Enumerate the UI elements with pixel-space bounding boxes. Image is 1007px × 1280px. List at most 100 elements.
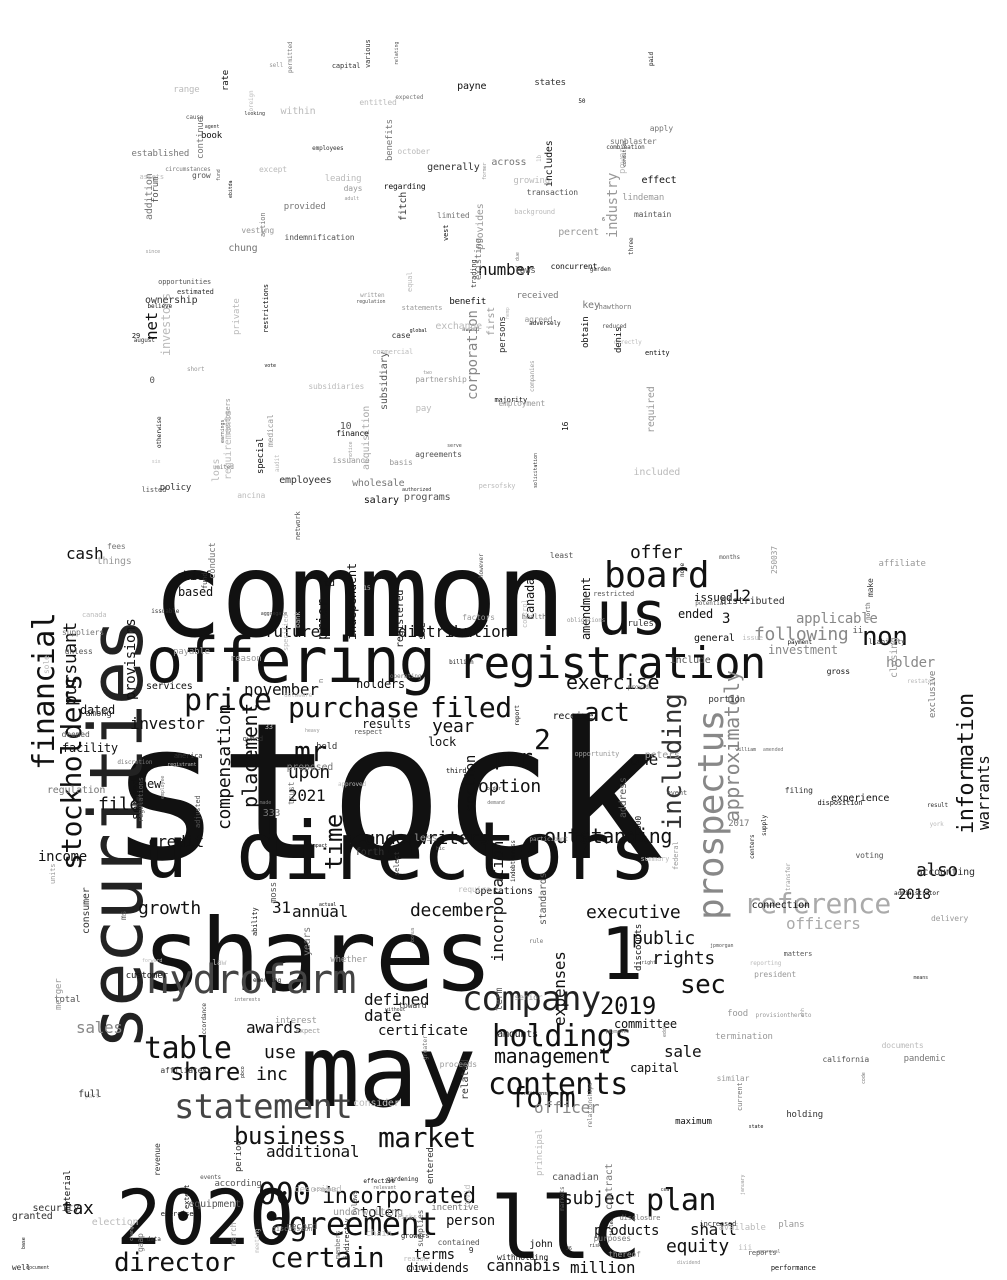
word: days (343, 184, 363, 194)
word: deemed (61, 729, 90, 739)
word: consumer (81, 887, 93, 934)
word: forth (354, 846, 385, 858)
word: exchange (435, 320, 482, 332)
word: dividend (676, 1259, 701, 1266)
word: offering (146, 624, 436, 697)
word: 29 (131, 331, 141, 340)
word: reports (747, 1249, 777, 1258)
word: incorporated (322, 1184, 476, 1209)
word: first (486, 307, 498, 337)
word: persofsky (478, 481, 516, 490)
word: gardening (386, 1175, 419, 1183)
word: relevant (373, 1184, 397, 1191)
word: opportunity (574, 750, 620, 759)
word: plan (646, 1183, 716, 1218)
word: directly (613, 339, 642, 347)
word: risks (396, 1212, 418, 1221)
word: rights (652, 948, 715, 969)
word: employees (312, 145, 344, 153)
word: tax (62, 1198, 94, 1219)
word: amendment (579, 577, 593, 640)
word: dated (80, 703, 115, 717)
word: agreed (524, 315, 553, 325)
word: adversely (529, 320, 561, 328)
word: events (200, 1174, 222, 1182)
word: included (633, 466, 681, 478)
word: loss (211, 458, 223, 482)
word: specified (281, 614, 290, 651)
word: private (232, 298, 243, 336)
word: salary (363, 494, 399, 506)
word: provided (283, 202, 326, 213)
word: opportunities (158, 277, 212, 286)
word: conditions (517, 1090, 547, 1097)
word: based (178, 585, 213, 599)
word: three (628, 237, 636, 255)
word: experience (830, 792, 890, 804)
word: thereof (608, 1249, 641, 1259)
word: assets (139, 173, 165, 182)
word: issuable (151, 608, 180, 616)
word: listed (141, 485, 167, 494)
word: employment (498, 398, 546, 408)
word: holders (356, 677, 405, 691)
word: data (146, 1236, 161, 1244)
word: fund (216, 169, 223, 182)
word: titled (608, 1218, 615, 1237)
word: 2021 (288, 786, 326, 805)
word: across (491, 157, 527, 169)
word: exclusive (927, 670, 938, 718)
word: however (478, 553, 486, 578)
word: law (212, 957, 227, 967)
word: registered (395, 589, 406, 648)
word: march (229, 1222, 239, 1246)
word: canada (81, 611, 107, 620)
word: base (20, 1237, 27, 1250)
word: securities (74, 619, 160, 1050)
word: obtain (580, 316, 591, 348)
word: report (513, 704, 521, 726)
word: believe (147, 302, 173, 310)
word: terms (414, 1247, 455, 1263)
word: limited (436, 210, 470, 220)
word: 2020 (116, 1173, 294, 1262)
word: expect (295, 1027, 321, 1036)
word: purposes (593, 1234, 631, 1244)
word: company (462, 979, 601, 1019)
word: bonus (410, 927, 417, 942)
word: equipment (188, 1199, 241, 1211)
word: various (363, 39, 372, 68)
word: date (364, 1006, 402, 1025)
word: according (214, 1178, 262, 1189)
word: disclosure (619, 1213, 661, 1222)
word: network (294, 511, 303, 540)
word: basis (389, 457, 413, 467)
word: amounts (497, 1029, 538, 1041)
word: adjusted (194, 795, 203, 829)
word: forum (151, 176, 162, 204)
word: 12 (732, 586, 751, 605)
word: option (478, 776, 541, 797)
word: control (521, 599, 530, 628)
word: result (927, 801, 949, 809)
word: suppliers (62, 628, 104, 638)
word: granted (11, 1210, 53, 1222)
word: entitled (359, 98, 397, 108)
word: upon (288, 762, 330, 783)
word: reason (403, 1255, 428, 1264)
word: standards (538, 872, 550, 925)
word: issue (742, 634, 763, 643)
word: made (259, 800, 272, 807)
word: annual (292, 902, 348, 921)
word: case (391, 330, 411, 340)
word: supplies (416, 1209, 426, 1248)
word: 333 (262, 808, 281, 820)
word: management (494, 1044, 611, 1068)
word: customers (224, 398, 233, 436)
word: united (212, 463, 234, 471)
word: relationships (586, 1083, 594, 1129)
word: net (142, 312, 161, 340)
word: regulation (46, 784, 106, 796)
word: combination (606, 144, 645, 152)
word: general (694, 633, 735, 644)
